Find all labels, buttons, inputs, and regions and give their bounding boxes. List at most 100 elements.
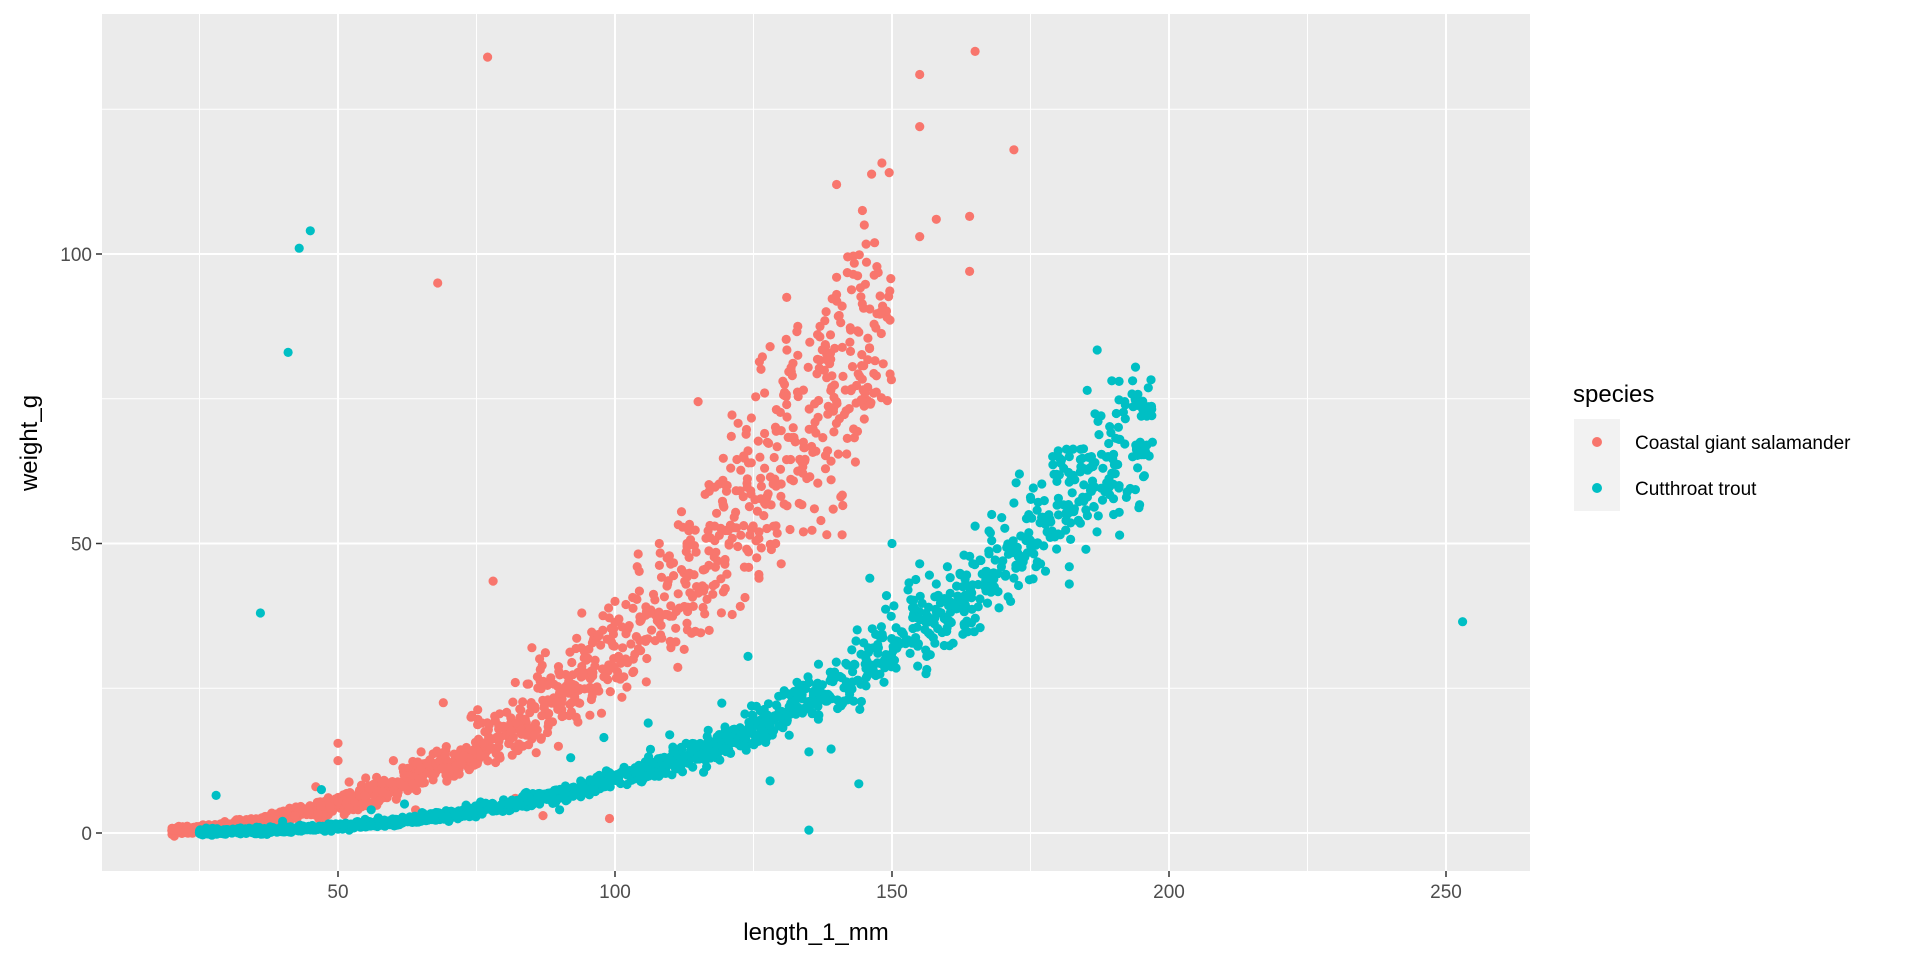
data-point bbox=[809, 504, 820, 514]
data-point bbox=[1086, 452, 1096, 462]
data-point bbox=[582, 654, 592, 664]
data-point bbox=[211, 790, 221, 801]
data-point bbox=[820, 342, 831, 352]
legend-label-salamander: Coastal giant salamander bbox=[1635, 433, 1851, 454]
data-point bbox=[843, 252, 853, 262]
data-point bbox=[1070, 475, 1080, 485]
legend-key-background bbox=[1574, 419, 1620, 511]
data-point bbox=[965, 211, 975, 221]
data-point bbox=[488, 576, 498, 586]
data-point bbox=[671, 637, 681, 647]
data-point bbox=[859, 414, 869, 424]
data-point bbox=[865, 304, 875, 314]
x-tick-label: 250 bbox=[1430, 882, 1462, 903]
data-point bbox=[654, 538, 664, 549]
data-point bbox=[754, 527, 764, 537]
data-point bbox=[1009, 573, 1019, 583]
data-point bbox=[278, 816, 288, 827]
x-tick-label: 50 bbox=[327, 882, 348, 903]
data-point bbox=[970, 521, 980, 531]
data-point bbox=[876, 307, 886, 317]
legend-item-trout: Cutthroat trout bbox=[1592, 479, 1757, 500]
data-point bbox=[942, 593, 953, 604]
data-point bbox=[760, 463, 770, 473]
data-point bbox=[1092, 527, 1102, 537]
data-point bbox=[998, 556, 1008, 566]
data-point bbox=[881, 591, 892, 601]
data-point bbox=[1075, 518, 1085, 528]
x-tick-label: 150 bbox=[876, 882, 908, 903]
series-trout bbox=[194, 226, 1468, 840]
data-point bbox=[416, 747, 426, 757]
data-point bbox=[1103, 452, 1113, 462]
data-point bbox=[1025, 492, 1036, 502]
legend: species Coastal giant salamander Cutthro… bbox=[1573, 381, 1851, 511]
y-tick-label: 100 bbox=[60, 245, 92, 266]
data-point bbox=[826, 744, 836, 754]
data-point bbox=[333, 756, 343, 766]
x-axis-title: length_1_mm bbox=[743, 919, 888, 946]
data-point bbox=[1037, 512, 1047, 523]
data-point bbox=[931, 214, 941, 224]
data-point bbox=[488, 799, 498, 809]
data-point bbox=[970, 46, 980, 57]
data-point bbox=[255, 608, 265, 618]
data-point bbox=[1014, 469, 1024, 479]
data-point bbox=[366, 805, 376, 815]
data-point bbox=[743, 651, 753, 662]
data-point bbox=[859, 220, 869, 230]
data-point bbox=[571, 712, 581, 722]
data-point bbox=[798, 437, 809, 447]
data-point bbox=[793, 350, 803, 360]
data-point bbox=[837, 301, 847, 311]
data-point bbox=[599, 732, 609, 743]
data-point bbox=[433, 278, 443, 288]
data-point bbox=[1097, 495, 1108, 505]
data-point bbox=[1048, 452, 1058, 462]
data-point bbox=[1064, 579, 1074, 589]
data-point bbox=[682, 538, 692, 549]
data-point bbox=[477, 718, 487, 728]
y-axis-title: weight_g bbox=[16, 395, 43, 492]
data-point bbox=[760, 498, 770, 508]
legend-label-trout: Cutthroat trout bbox=[1635, 479, 1757, 500]
data-point bbox=[771, 538, 781, 549]
data-point bbox=[754, 573, 764, 583]
data-point bbox=[704, 486, 714, 496]
legend-title: species bbox=[1573, 381, 1654, 408]
y-tick-label: 0 bbox=[81, 824, 92, 845]
data-point bbox=[832, 397, 842, 407]
data-point bbox=[726, 431, 736, 441]
data-point bbox=[1031, 562, 1041, 572]
data-point bbox=[333, 738, 343, 748]
data-point bbox=[832, 289, 842, 300]
data-point bbox=[798, 527, 809, 537]
data-point bbox=[1042, 527, 1052, 537]
data-point bbox=[555, 805, 565, 815]
data-point bbox=[1109, 509, 1119, 520]
x-axis: 50 100 150 200 250 bbox=[327, 871, 1462, 903]
data-point bbox=[444, 816, 454, 827]
data-point bbox=[1064, 562, 1074, 572]
data-point bbox=[693, 397, 703, 407]
data-point bbox=[344, 777, 354, 787]
data-point bbox=[959, 550, 969, 560]
legend-key-trout-icon bbox=[1592, 483, 1602, 493]
data-point bbox=[388, 756, 398, 766]
series-salamander bbox=[167, 46, 1019, 841]
data-point bbox=[577, 608, 587, 618]
data-point bbox=[543, 718, 554, 728]
data-point bbox=[438, 698, 448, 708]
data-point bbox=[915, 122, 925, 132]
data-point bbox=[721, 481, 731, 491]
x-tick-label: 100 bbox=[599, 882, 631, 903]
data-point bbox=[848, 269, 858, 279]
data-point bbox=[854, 779, 864, 789]
y-tick-label: 50 bbox=[71, 535, 92, 556]
data-point bbox=[765, 776, 775, 786]
x-tick-label: 200 bbox=[1153, 882, 1185, 903]
data-point bbox=[1131, 440, 1141, 450]
data-point bbox=[1114, 376, 1124, 386]
data-point bbox=[793, 466, 803, 476]
